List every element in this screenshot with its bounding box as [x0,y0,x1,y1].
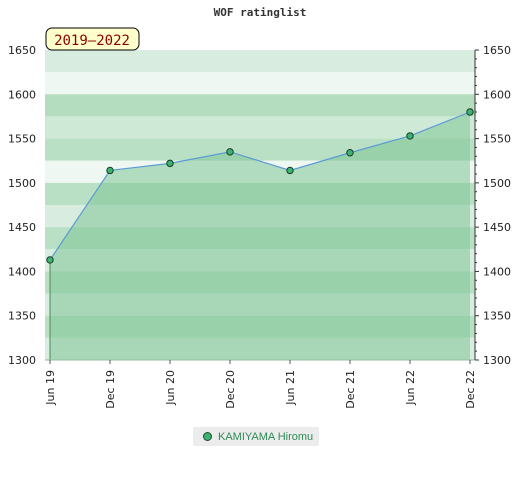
x-tick-label: Jun 19 [44,370,57,406]
y-tick-label-left: 1300 [8,354,36,367]
y-tick-label-right: 1400 [483,265,511,278]
y-tick-label-left: 1600 [8,88,36,101]
period-label-text: 2019–2022 [54,33,130,49]
x-tick-label: Dec 20 [224,370,237,409]
data-point [106,166,114,175]
data-point [46,256,54,264]
series-line [49,111,471,261]
y-tick-label-right: 1500 [483,177,511,190]
data-point [346,149,354,157]
x-tick-label: Jun 22 [404,370,417,406]
y-tick-label-left: 1650 [8,44,36,57]
y-tick-label-right: 1300 [483,354,511,367]
series-area [50,112,470,360]
period-label: 2019–2022 [45,27,140,51]
axes: 1300 1300 1350 1350 1400 1400 1450 1450 1500 1500… [8,44,511,409]
legend: KAMIYAMA Hiromu [193,427,320,446]
y-tick-label-left: 1400 [8,265,36,278]
legend-marker-icon [203,432,212,441]
data-point [286,166,294,175]
points-layer [46,108,474,264]
x-tick-label: Dec 19 [104,370,117,409]
band [45,116,475,139]
period-label-box [45,27,140,51]
y-tick-label-right: 1600 [483,88,511,101]
y-tick-label-left: 1550 [8,133,36,146]
x-tick-label: Jun 20 [164,370,177,406]
data-point [466,108,474,116]
legend-label: KAMIYAMA Hiromu [218,430,314,443]
band [45,50,475,73]
y-tick-label-left: 1450 [8,221,36,234]
band [45,72,475,95]
y-tick-label-right: 1650 [483,44,511,57]
data-point [226,148,234,156]
y-tick-label-right: 1350 [483,310,511,323]
y-tick-label-left: 1350 [8,310,36,323]
area-layer [49,111,471,360]
band [45,94,475,117]
y-tick-label-left: 1500 [8,177,36,190]
y-tick-label-right: 1450 [483,221,511,234]
x-tick-label: Jun 21 [284,370,297,406]
x-tick-label: Dec 22 [464,370,477,409]
y-tick-label-right: 1550 [483,133,511,146]
data-point [166,159,174,168]
chart-title: WOF ratinglist [214,6,307,19]
data-point [406,132,414,140]
x-tick-label: Dec 21 [344,370,357,409]
